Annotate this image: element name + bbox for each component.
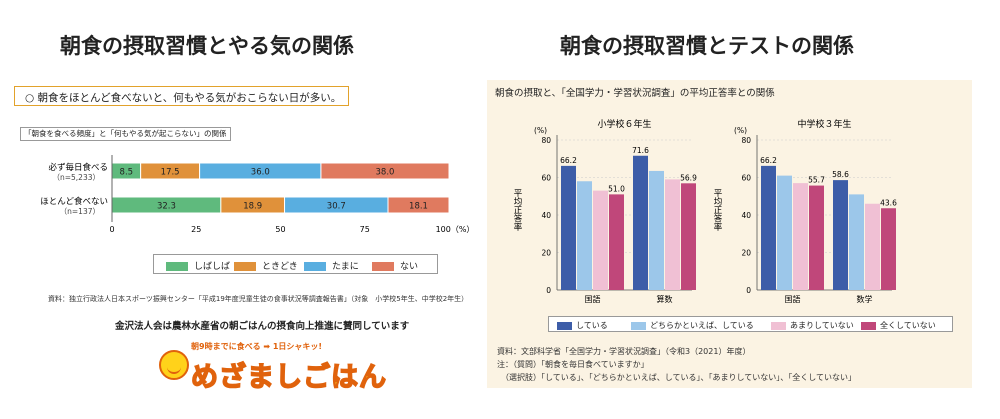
x-category-label: 国語 [585, 294, 601, 304]
x-tick-label: 50 [275, 225, 285, 234]
y-tick-label: 20 [741, 249, 751, 258]
y-tick-label: 60 [541, 174, 551, 183]
legend-item-tokidoki: ときどき [234, 259, 298, 272]
table-tab-label: 「朝食を食べる頻度」と「何もやる気が起こらない」の関係 [20, 127, 231, 141]
y-unit-label: (%) [534, 126, 547, 135]
bar [881, 208, 896, 290]
bar [809, 185, 824, 290]
category-n-label: （n=137） [60, 207, 100, 216]
panel-title: 小学校６年生 [597, 118, 651, 130]
bar [577, 181, 592, 290]
legend-item-shibashiba: しばしば [166, 259, 230, 272]
x-tick-label: 100（%） [436, 225, 475, 234]
y-tick-label: 80 [741, 136, 751, 145]
y-axis-label: 平均正答率 [712, 189, 722, 232]
segment-value-label: 38.0 [376, 168, 395, 178]
bar [665, 179, 680, 290]
bar [865, 203, 880, 290]
legend-item-amari: あまりしていない [771, 320, 854, 331]
bar [609, 194, 624, 290]
segment-value-label: 32.3 [157, 202, 176, 212]
y-tick-label: 80 [541, 136, 551, 145]
legend-right: している どちらかといえば、している あまりしていない 全くしていない [548, 316, 953, 332]
legend-item-tamani: たまに [304, 259, 359, 272]
y-tick-label: 0 [746, 286, 751, 295]
bar-value-label: 55.7 [808, 176, 825, 185]
bar [793, 183, 808, 290]
bar-value-label: 56.9 [680, 173, 697, 182]
bar [833, 180, 848, 290]
legend-left: しばしば ときどき たまに ない [153, 254, 438, 274]
segment-value-label: 8.5 [120, 168, 134, 178]
legend-item-shiteiru: している [557, 320, 608, 331]
stacked-bar-segment [387, 196, 450, 214]
mezamashi-gohan-logo: 朝9時までに食べる ➡ 1日シャキッ! めざましごはん [157, 338, 387, 398]
bar-value-label: 51.0 [608, 184, 625, 193]
x-category-label: 国語 [785, 294, 801, 304]
y-tick-label: 60 [741, 174, 751, 183]
legend-item-dochiraka: どちらかといえば、している [631, 320, 754, 331]
bar [633, 155, 648, 290]
legend-item-nai: ない [372, 259, 418, 272]
x-category-label: 数学 [857, 294, 873, 304]
bar [561, 165, 576, 290]
question-text: ○ 朝食をほとんど食べないと、何もやる気がおこらない日が多い。 [25, 92, 342, 104]
bar [761, 165, 776, 290]
right-note-question: 注：（質問）「朝食を毎日食べていますか」 [497, 360, 649, 369]
logo-subtext: 朝9時までに食べる ➡ 1日シャキッ! [191, 342, 323, 351]
legend-item-mattaku: 全くしていない [861, 320, 936, 331]
x-tick-label: 75 [360, 225, 370, 234]
left-statement: 金沢法人会は農林水産省の朝ごはんの摂食向上推進に賛同しています [115, 321, 410, 332]
bar-value-label: 58.6 [832, 170, 849, 179]
bar [593, 190, 608, 290]
y-tick-label: 40 [541, 211, 551, 220]
y-unit-label: (%) [734, 126, 747, 135]
x-tick-label: 0 [109, 225, 114, 234]
segment-value-label: 17.5 [161, 168, 180, 178]
grouped-bar-charts: 小学校６年生 (%) 0 20 40 60 80 平均正答率 66.2 51.0 国語 71.6 56.… [512, 118, 897, 304]
x-tick-label: 25 [191, 225, 201, 234]
logo-text: めざましごはん [190, 361, 387, 394]
x-category-label: 算数 [657, 294, 673, 304]
bar [649, 170, 664, 290]
question-box: ○ 朝食をほとんど食べないと、何もやる気がおこらない日が多い。 [14, 86, 349, 106]
bar [777, 175, 792, 290]
segment-value-label: 36.0 [251, 168, 270, 178]
stacked-bar-chart: 必ず毎日食べる（n=5,233） 8.5 17.5 36.0 38.0 ほとんど食べない（… [40, 155, 475, 234]
rice-bowl-icon [159, 350, 189, 380]
bar-value-label: 43.6 [880, 198, 897, 207]
bar-value-label: 66.2 [560, 156, 577, 165]
category-label: ほとんど食べない [40, 196, 108, 207]
right-subtitle: 朝食の摂取と、「全国学力・学習状況調査」の平均正答率との関係 [495, 88, 775, 99]
bar [849, 194, 864, 290]
y-tick-label: 20 [541, 249, 551, 258]
y-tick-label: 40 [741, 211, 751, 220]
left-source: 資料：独立行政法人日本スポーツ振興センター「平成19年度児童生徒の食事状況等調査… [48, 295, 469, 303]
category-n-label: （n=5,233） [52, 173, 100, 182]
left-title: 朝食の摂取習慣とやる気の関係 [60, 34, 354, 58]
bar-value-label: 71.6 [632, 146, 649, 155]
bar-value-label: 66.2 [760, 156, 777, 165]
right-note-choices: （選択肢）「している」、「どちらかといえば、している」、「あまりしていない」、「… [497, 373, 857, 382]
y-tick-label: 0 [546, 286, 551, 295]
segment-value-label: 30.7 [327, 202, 346, 212]
y-axis-label: 平均正答率 [512, 189, 522, 232]
segment-value-label: 18.9 [243, 202, 262, 212]
right-title: 朝食の摂取習慣とテストの関係 [560, 34, 854, 58]
segment-value-label: 18.1 [409, 202, 428, 212]
stacked-bar-segment [320, 162, 450, 180]
right-note-source: 資料：文部科学省「全国学力・学習状況調査」（令和3（2021）年度） [497, 347, 751, 356]
panel-title: 中学校３年生 [797, 118, 851, 130]
category-label: 必ず毎日食べる [48, 162, 108, 173]
bar [681, 183, 696, 290]
